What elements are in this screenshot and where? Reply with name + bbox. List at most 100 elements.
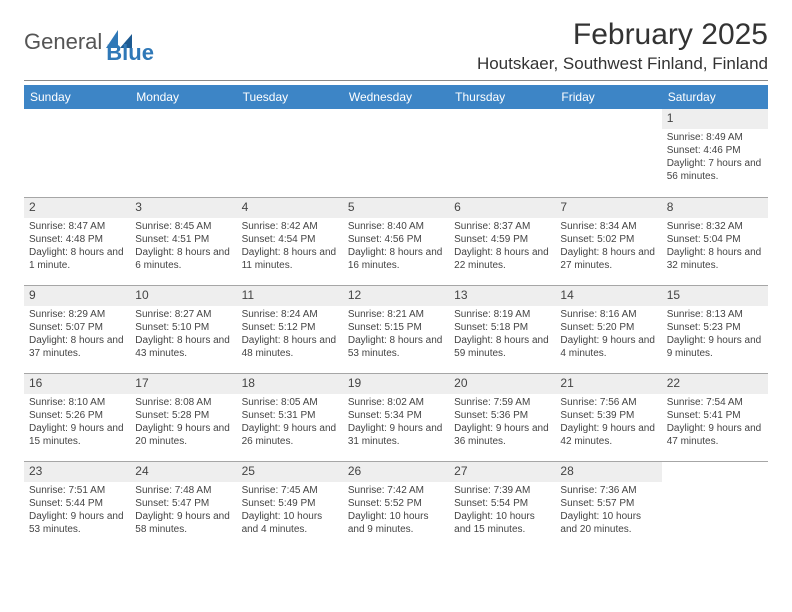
daylight-line: Daylight: 8 hours and 48 minutes.	[242, 334, 338, 360]
day-cell: 16 Sunrise: 8:10 AMSunset: 5:26 PMDayligh…	[24, 373, 130, 461]
daylight-line: Daylight: 8 hours and 22 minutes.	[454, 246, 550, 272]
day-number-band: 5	[343, 198, 449, 218]
sunset-line: Sunset: 4:51 PM	[135, 233, 231, 246]
sunset-line: Sunset: 5:18 PM	[454, 321, 550, 334]
day-number-band: 25	[237, 462, 343, 482]
sunrise-line: Sunrise: 8:42 AM	[242, 220, 338, 233]
day-number-band: 22	[662, 374, 768, 394]
day-number: 23	[29, 464, 125, 480]
day-cell: 21Sunrise: 7:56 AMSunset: 5:39 PMDayligh…	[555, 373, 661, 461]
day-number: 24	[135, 464, 231, 480]
sunset-line: Sunset: 4:48 PM	[29, 233, 125, 246]
sunset-line: Sunset: 5:20 PM	[560, 321, 656, 334]
day-cell-blank	[662, 461, 768, 549]
daylight-line: Daylight: 9 hours and 20 minutes.	[135, 422, 231, 448]
sunset-line: Sunset: 4:46 PM	[667, 144, 763, 157]
calendar-weekday-header: SundayMondayTuesdayWednesdayThursdayFrid…	[24, 85, 768, 109]
sunrise-line: Sunrise: 8:29 AM	[29, 308, 125, 321]
daylight-line: Daylight: 7 hours and 56 minutes.	[667, 157, 763, 183]
sunrise-line: Sunrise: 8:10 AM	[29, 396, 125, 409]
day-number: 5	[348, 200, 444, 216]
sunset-line: Sunset: 5:12 PM	[242, 321, 338, 334]
day-cell: 22Sunrise: 7:54 AMSunset: 5:41 PMDayligh…	[662, 373, 768, 461]
daylight-line: Daylight: 8 hours and 11 minutes.	[242, 246, 338, 272]
sunset-line: Sunset: 5:44 PM	[29, 497, 125, 510]
sunset-line: Sunset: 4:56 PM	[348, 233, 444, 246]
day-cell: 20Sunrise: 7:59 AMSunset: 5:36 PMDayligh…	[449, 373, 555, 461]
day-number-band: 14	[555, 286, 661, 306]
day-cell: 18Sunrise: 8:05 AMSunset: 5:31 PMDayligh…	[237, 373, 343, 461]
sunrise-line: Sunrise: 8:21 AM	[348, 308, 444, 321]
daylight-line: Daylight: 8 hours and 6 minutes.	[135, 246, 231, 272]
sunrise-line: Sunrise: 8:32 AM	[667, 220, 763, 233]
weekday-label: Saturday	[662, 85, 768, 109]
weekday-label: Monday	[130, 85, 236, 109]
day-number: 17	[135, 376, 231, 392]
daylight-line: Daylight: 10 hours and 4 minutes.	[242, 510, 338, 536]
day-number: 12	[348, 288, 444, 304]
sunrise-line: Sunrise: 8:37 AM	[454, 220, 550, 233]
day-cell-blank	[237, 109, 343, 197]
sunset-line: Sunset: 5:47 PM	[135, 497, 231, 510]
day-number-band: 15	[662, 286, 768, 306]
day-number: 19	[348, 376, 444, 392]
sunset-line: Sunset: 5:26 PM	[29, 409, 125, 422]
day-number-band: 1	[662, 109, 768, 129]
daylight-line: Daylight: 8 hours and 27 minutes.	[560, 246, 656, 272]
day-cell: 1Sunrise: 8:49 AMSunset: 4:46 PMDaylight…	[662, 109, 768, 197]
sunrise-line: Sunrise: 8:05 AM	[242, 396, 338, 409]
day-number-band: 10	[130, 286, 236, 306]
day-number: 9	[29, 288, 125, 304]
day-cell: 9 Sunrise: 8:29 AMSunset: 5:07 PMDaylight…	[24, 285, 130, 373]
day-number-band: 16	[24, 374, 130, 394]
daylight-line: Daylight: 8 hours and 37 minutes.	[29, 334, 125, 360]
day-cell: 2Sunrise: 8:47 AMSunset: 4:48 PMDaylight…	[24, 197, 130, 285]
sunrise-line: Sunrise: 7:54 AM	[667, 396, 763, 409]
day-number-band: 2	[24, 198, 130, 218]
weekday-label: Tuesday	[237, 85, 343, 109]
sunset-line: Sunset: 5:57 PM	[560, 497, 656, 510]
daylight-line: Daylight: 9 hours and 53 minutes.	[29, 510, 125, 536]
day-cell: 8Sunrise: 8:32 AMSunset: 5:04 PMDaylight…	[662, 197, 768, 285]
daylight-line: Daylight: 9 hours and 31 minutes.	[348, 422, 444, 448]
sunrise-line: Sunrise: 7:59 AM	[454, 396, 550, 409]
day-cell: 12Sunrise: 8:21 AMSunset: 5:15 PMDayligh…	[343, 285, 449, 373]
sunset-line: Sunset: 5:04 PM	[667, 233, 763, 246]
daylight-line: Daylight: 9 hours and 26 minutes.	[242, 422, 338, 448]
day-cell: 14Sunrise: 8:16 AMSunset: 5:20 PMDayligh…	[555, 285, 661, 373]
day-number: 11	[242, 288, 338, 304]
sunrise-line: Sunrise: 8:19 AM	[454, 308, 550, 321]
sunrise-line: Sunrise: 8:34 AM	[560, 220, 656, 233]
day-cell: 26Sunrise: 7:42 AMSunset: 5:52 PMDayligh…	[343, 461, 449, 549]
daylight-line: Daylight: 10 hours and 9 minutes.	[348, 510, 444, 536]
day-cell: 28Sunrise: 7:36 AMSunset: 5:57 PMDayligh…	[555, 461, 661, 549]
day-cell: 19Sunrise: 8:02 AMSunset: 5:34 PMDayligh…	[343, 373, 449, 461]
day-number-band: 18	[237, 374, 343, 394]
sunset-line: Sunset: 5:07 PM	[29, 321, 125, 334]
daylight-line: Daylight: 9 hours and 9 minutes.	[667, 334, 763, 360]
day-number: 2	[29, 200, 125, 216]
sunrise-line: Sunrise: 7:36 AM	[560, 484, 656, 497]
daylight-line: Daylight: 9 hours and 15 minutes.	[29, 422, 125, 448]
daylight-line: Daylight: 8 hours and 32 minutes.	[667, 246, 763, 272]
day-number-band: 13	[449, 286, 555, 306]
day-cell-blank	[130, 109, 236, 197]
sunrise-line: Sunrise: 7:42 AM	[348, 484, 444, 497]
day-cell: 13Sunrise: 8:19 AMSunset: 5:18 PMDayligh…	[449, 285, 555, 373]
sunset-line: Sunset: 5:10 PM	[135, 321, 231, 334]
day-cell: 23Sunrise: 7:51 AMSunset: 5:44 PMDayligh…	[24, 461, 130, 549]
day-number-band: 28	[555, 462, 661, 482]
sunset-line: Sunset: 5:02 PM	[560, 233, 656, 246]
sunset-line: Sunset: 5:39 PM	[560, 409, 656, 422]
day-number-band: 26	[343, 462, 449, 482]
day-cell: 17Sunrise: 8:08 AMSunset: 5:28 PMDayligh…	[130, 373, 236, 461]
day-number: 10	[135, 288, 231, 304]
sunrise-line: Sunrise: 8:16 AM	[560, 308, 656, 321]
day-cell: 11Sunrise: 8:24 AMSunset: 5:12 PMDayligh…	[237, 285, 343, 373]
header-row: General Blue February 2025 Houtskaer, So…	[24, 18, 768, 74]
day-number: 16	[29, 376, 125, 392]
logo: General Blue	[24, 18, 154, 66]
day-number-band: 27	[449, 462, 555, 482]
day-number-band: 17	[130, 374, 236, 394]
day-number-band: 21	[555, 374, 661, 394]
